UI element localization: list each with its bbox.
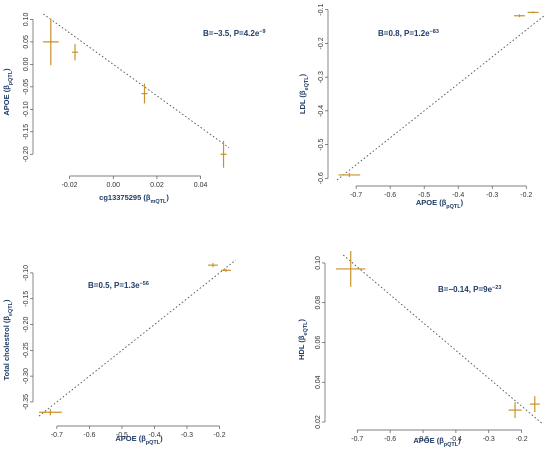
y-axis-label: HDL (βeQTL) bbox=[297, 319, 309, 361]
x-tick-label: 0.00 bbox=[106, 182, 120, 189]
data-point bbox=[221, 268, 231, 272]
y-tick-label: -0.4 bbox=[318, 105, 325, 117]
y-tick-label: -0.35 bbox=[23, 394, 30, 410]
x-tick-label: -0.5 bbox=[418, 192, 430, 199]
y-tick-label: 0.00 bbox=[23, 57, 30, 71]
y-axis-label: LDL (βeQTL) bbox=[298, 73, 310, 114]
data-point bbox=[335, 251, 366, 287]
data-point bbox=[208, 263, 218, 268]
x-tick-label: -0.5 bbox=[116, 432, 128, 439]
y-tick-label: -0.6 bbox=[318, 172, 325, 184]
data-point bbox=[529, 396, 540, 413]
x-tick-label: -0.4 bbox=[452, 192, 464, 199]
y-tick-label: -0.30 bbox=[23, 368, 30, 384]
x-tick-label: -0.2 bbox=[516, 436, 528, 443]
panel-apoe-vs-cg13375295: -0.02 0.00 0.02 0.04 0.10 0.05 0.00 -0.05 -0.10 -… bbox=[2, 12, 266, 205]
x-tick-label: -0.02 bbox=[62, 182, 78, 189]
y-tick-label: -0.15 bbox=[23, 291, 30, 307]
x-tick-label: -0.5 bbox=[417, 436, 429, 443]
x-tick-label: -0.2 bbox=[520, 192, 532, 199]
y-tick-label: 0.06 bbox=[315, 336, 322, 350]
regression-line bbox=[43, 13, 230, 149]
data-point bbox=[220, 140, 227, 168]
data-point bbox=[71, 44, 79, 61]
x-tick-label: -0.7 bbox=[351, 436, 363, 443]
x-tick-label: -0.3 bbox=[181, 432, 193, 439]
regression-line bbox=[342, 254, 544, 425]
x-axis-label: cg13375295 (βmQTL) bbox=[99, 193, 169, 205]
x-axis-label: APOE (βpQTL) bbox=[413, 436, 461, 448]
x-tick-label: -0.6 bbox=[384, 436, 396, 443]
x-tick-label: -0.7 bbox=[350, 192, 362, 199]
y-tick-label: -0.5 bbox=[318, 138, 325, 150]
x-tick-label: -0.6 bbox=[83, 432, 95, 439]
y-tick-label: 0.02 bbox=[315, 415, 322, 429]
x-tick-label: 0.02 bbox=[150, 182, 164, 189]
regression-line bbox=[38, 259, 237, 417]
y-axis-label: Total cholestrol (βeQTL) bbox=[2, 299, 14, 381]
panel-total-cholesterol-vs-apoe: -0.7 -0.6 -0.5 -0.4 -0.3 -0.2 -0.10 -0.15 -0.20 -… bbox=[2, 259, 237, 446]
y-tick-label: 0.10 bbox=[23, 12, 30, 26]
panel-ldl-vs-apoe: -0.7 -0.6 -0.5 -0.4 -0.3 -0.2 -0.1 -0.2 -0.3 -0.4… bbox=[298, 4, 546, 210]
data-point bbox=[514, 14, 525, 18]
x-tick-label: -0.7 bbox=[51, 432, 63, 439]
x-axis-label: APOE (βpQTL) bbox=[416, 198, 464, 210]
y-tick-label: -0.05 bbox=[23, 79, 30, 95]
x-tick-label: -0.2 bbox=[213, 432, 225, 439]
x-tick-label: -0.3 bbox=[486, 192, 498, 199]
data-point bbox=[42, 18, 59, 66]
y-tick-label: -0.20 bbox=[23, 316, 30, 332]
y-tick-label: -0.3 bbox=[318, 71, 325, 83]
x-tick-label: -0.6 bbox=[384, 192, 396, 199]
effect-annotation: B=−3.5, P=4.2e−9 bbox=[203, 29, 266, 38]
panel-hdl-vs-apoe: -0.7 -0.6 -0.5 -0.4 -0.3 -0.2 0.10 0.08 0.06 0.04… bbox=[297, 251, 544, 448]
y-tick-label: -0.25 bbox=[23, 342, 30, 358]
data-point bbox=[39, 409, 62, 416]
y-tick-label: 0.08 bbox=[315, 296, 322, 310]
x-tick-label: -0.4 bbox=[450, 436, 462, 443]
y-tick-label: 0.04 bbox=[315, 375, 322, 389]
data-point bbox=[508, 402, 522, 419]
y-tick-label: 0.05 bbox=[23, 35, 30, 49]
y-tick-label: -0.15 bbox=[23, 124, 30, 140]
data-point bbox=[141, 83, 148, 104]
x-axis-label: APOE (βpQTL) bbox=[115, 434, 163, 446]
y-axis-label: APOE (βpQTL) bbox=[2, 68, 14, 116]
data-point bbox=[338, 172, 361, 177]
data-point bbox=[527, 11, 539, 14]
y-tick-label: -0.10 bbox=[23, 101, 30, 117]
effect-annotation: B=−0.14, P=9e−23 bbox=[438, 285, 501, 294]
effect-annotation: B=0.8, P=1.2e−83 bbox=[378, 29, 439, 38]
x-tick-label: 0.04 bbox=[194, 182, 208, 189]
y-tick-label: -0.2 bbox=[318, 37, 325, 49]
x-tick-label: -0.3 bbox=[483, 436, 495, 443]
y-tick-label: 0.10 bbox=[315, 256, 322, 270]
effect-annotation: B=0.5, P=1.3e−56 bbox=[88, 281, 149, 290]
y-tick-label: -0.10 bbox=[23, 265, 30, 281]
x-tick-label: -0.4 bbox=[148, 432, 160, 439]
y-tick-label: -0.20 bbox=[23, 146, 30, 162]
regression-line bbox=[336, 14, 546, 181]
y-tick-label: -0.1 bbox=[318, 4, 325, 16]
